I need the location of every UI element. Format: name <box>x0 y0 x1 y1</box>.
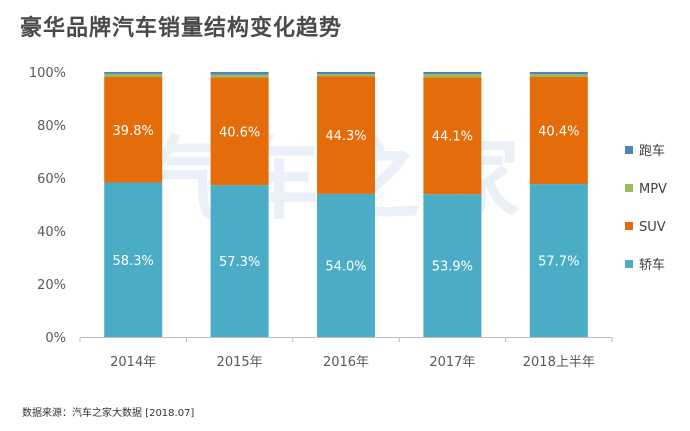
data-label: 58.3% <box>113 254 154 269</box>
bar-segment <box>104 72 163 74</box>
y-tick-label: 0% <box>45 331 66 346</box>
data-label: 40.6% <box>219 125 260 140</box>
bar-segment <box>529 184 588 337</box>
x-tick-label: 2016年 <box>323 355 369 370</box>
data-label: 39.8% <box>113 124 154 139</box>
y-axis: 0% 20% 40% 60% 80% 100% <box>29 66 66 346</box>
bar-segment <box>529 77 588 185</box>
bar-segment <box>423 194 482 337</box>
bar-segment <box>317 74 375 77</box>
data-source-note: 数据来源：汽车之家大数据 [2018.07] <box>22 408 195 419</box>
legend-label: SUV <box>639 220 666 235</box>
bar-segment <box>317 193 375 337</box>
data-label: 44.3% <box>325 129 366 144</box>
legend-label: 轿车 <box>639 257 665 273</box>
bar-segment <box>529 72 588 75</box>
y-tick-label: 20% <box>37 278 66 293</box>
data-label: 53.9% <box>432 260 473 275</box>
data-label: 40.4% <box>538 125 579 140</box>
chart-title: 豪华品牌汽车销量结构变化趋势 <box>20 16 343 41</box>
legend-swatch <box>625 184 633 192</box>
bar-segment <box>423 74 482 78</box>
y-tick-label: 100% <box>29 66 66 81</box>
bar-segment <box>317 76 375 194</box>
bar-segment <box>210 72 269 75</box>
bar-segment <box>104 182 163 337</box>
data-label: 57.7% <box>538 255 579 270</box>
legend-swatch <box>625 260 633 268</box>
bars: 58.3% 39.8% 57.3% 40.6% 54.0% 44.3% 53.9% 44.1%… <box>104 72 588 337</box>
bar-segment <box>423 77 482 195</box>
bar-segment <box>210 77 269 186</box>
x-axis: 2014年 2015年 2016年 2017年 2018上半年 <box>79 337 613 370</box>
bar-segment <box>104 77 163 183</box>
bar-segment <box>210 185 269 337</box>
data-label: 44.1% <box>432 130 473 145</box>
legend: 跑车 MPV SUV 轿车 <box>625 143 667 273</box>
x-tick-label: 2017年 <box>429 355 475 370</box>
data-label: 57.3% <box>219 255 260 270</box>
legend-swatch <box>625 222 633 230</box>
bar-segment <box>317 72 375 75</box>
legend-swatch <box>625 146 633 154</box>
x-tick-label: 2015年 <box>217 355 263 370</box>
data-label: 54.0% <box>325 259 366 274</box>
x-tick-label: 2014年 <box>110 355 156 370</box>
x-tick-label: 2018上半年 <box>523 355 595 370</box>
bar-segment <box>104 73 163 78</box>
bar-segment <box>529 74 588 78</box>
legend-label: MPV <box>639 182 667 197</box>
bar-segment <box>210 74 269 78</box>
y-tick-label: 60% <box>37 172 66 187</box>
y-tick-label: 40% <box>37 225 66 240</box>
bar-segment <box>423 72 482 75</box>
y-tick-label: 80% <box>37 119 66 134</box>
legend-label: 跑车 <box>639 143 665 159</box>
